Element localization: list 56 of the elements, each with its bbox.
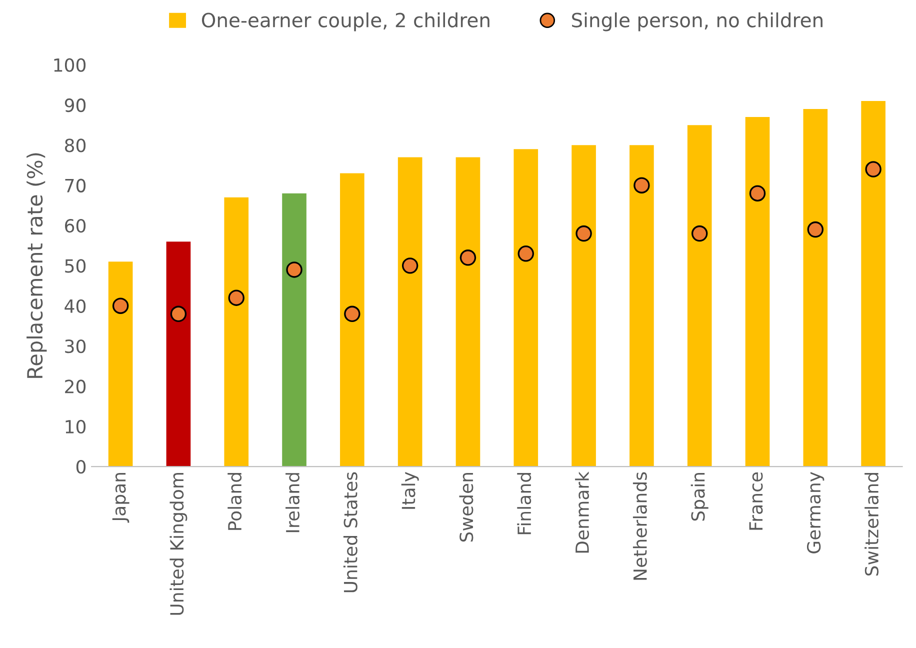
point <box>576 225 592 242</box>
bar <box>803 108 828 467</box>
point <box>691 225 708 242</box>
x-tick-label: United States <box>343 472 358 592</box>
y-tick-label: 80 <box>64 138 86 152</box>
bar <box>572 145 596 467</box>
y-tick-label: 70 <box>65 178 86 192</box>
bar <box>861 100 886 467</box>
point <box>228 290 244 306</box>
point <box>865 161 882 178</box>
x-tick-label: Spain <box>690 472 708 521</box>
x-tick-label: Netherlands <box>632 472 647 580</box>
bar <box>398 157 422 467</box>
point <box>749 185 766 202</box>
y-tick-label: 20 <box>65 380 86 394</box>
bar <box>166 242 191 467</box>
bar <box>108 262 133 467</box>
y-tick-label: 30 <box>65 339 86 354</box>
point <box>112 298 129 314</box>
point <box>460 250 476 266</box>
point <box>634 177 650 194</box>
point <box>344 306 360 322</box>
bar <box>630 145 654 467</box>
y-tick-label: 90 <box>64 98 86 112</box>
bar <box>456 157 480 467</box>
x-tick-label: Sweden <box>459 472 474 542</box>
bar <box>340 173 364 467</box>
y-axis-title: Replacement rate (%) <box>26 153 47 378</box>
x-tick-label: Germany <box>806 472 824 554</box>
bar <box>224 197 249 467</box>
x-tick-label: Switzerland <box>864 473 879 576</box>
point <box>170 306 187 322</box>
y-tick-label: 100 <box>54 58 86 72</box>
y-tick-label: 0 <box>76 460 86 474</box>
legend-label: Single person, no children <box>572 12 822 32</box>
point <box>286 262 302 278</box>
x-tick-label: Italy <box>401 472 419 509</box>
x-tick-label: Japan <box>112 472 130 523</box>
x-tick-label: United Kingdom <box>170 472 188 615</box>
y-tick-label: 50 <box>65 259 86 273</box>
y-tick-label: 60 <box>65 218 86 233</box>
y-tick-label: 10 <box>66 420 86 434</box>
x-tick-label: Denmark <box>575 471 590 553</box>
point <box>807 221 824 238</box>
legend-label: One-earner couple, 2 children <box>202 12 490 32</box>
bar <box>514 149 538 467</box>
bar <box>687 125 712 467</box>
y-tick-label: 40 <box>64 299 86 313</box>
x-tick-label: Poland <box>228 473 242 530</box>
x-tick-label: France <box>749 472 763 530</box>
point <box>402 258 418 274</box>
x-tick-label: Ireland <box>286 473 300 532</box>
x-tick-label: Finland <box>517 473 532 534</box>
bar <box>745 117 770 467</box>
bar <box>282 193 306 467</box>
point <box>518 246 534 262</box>
